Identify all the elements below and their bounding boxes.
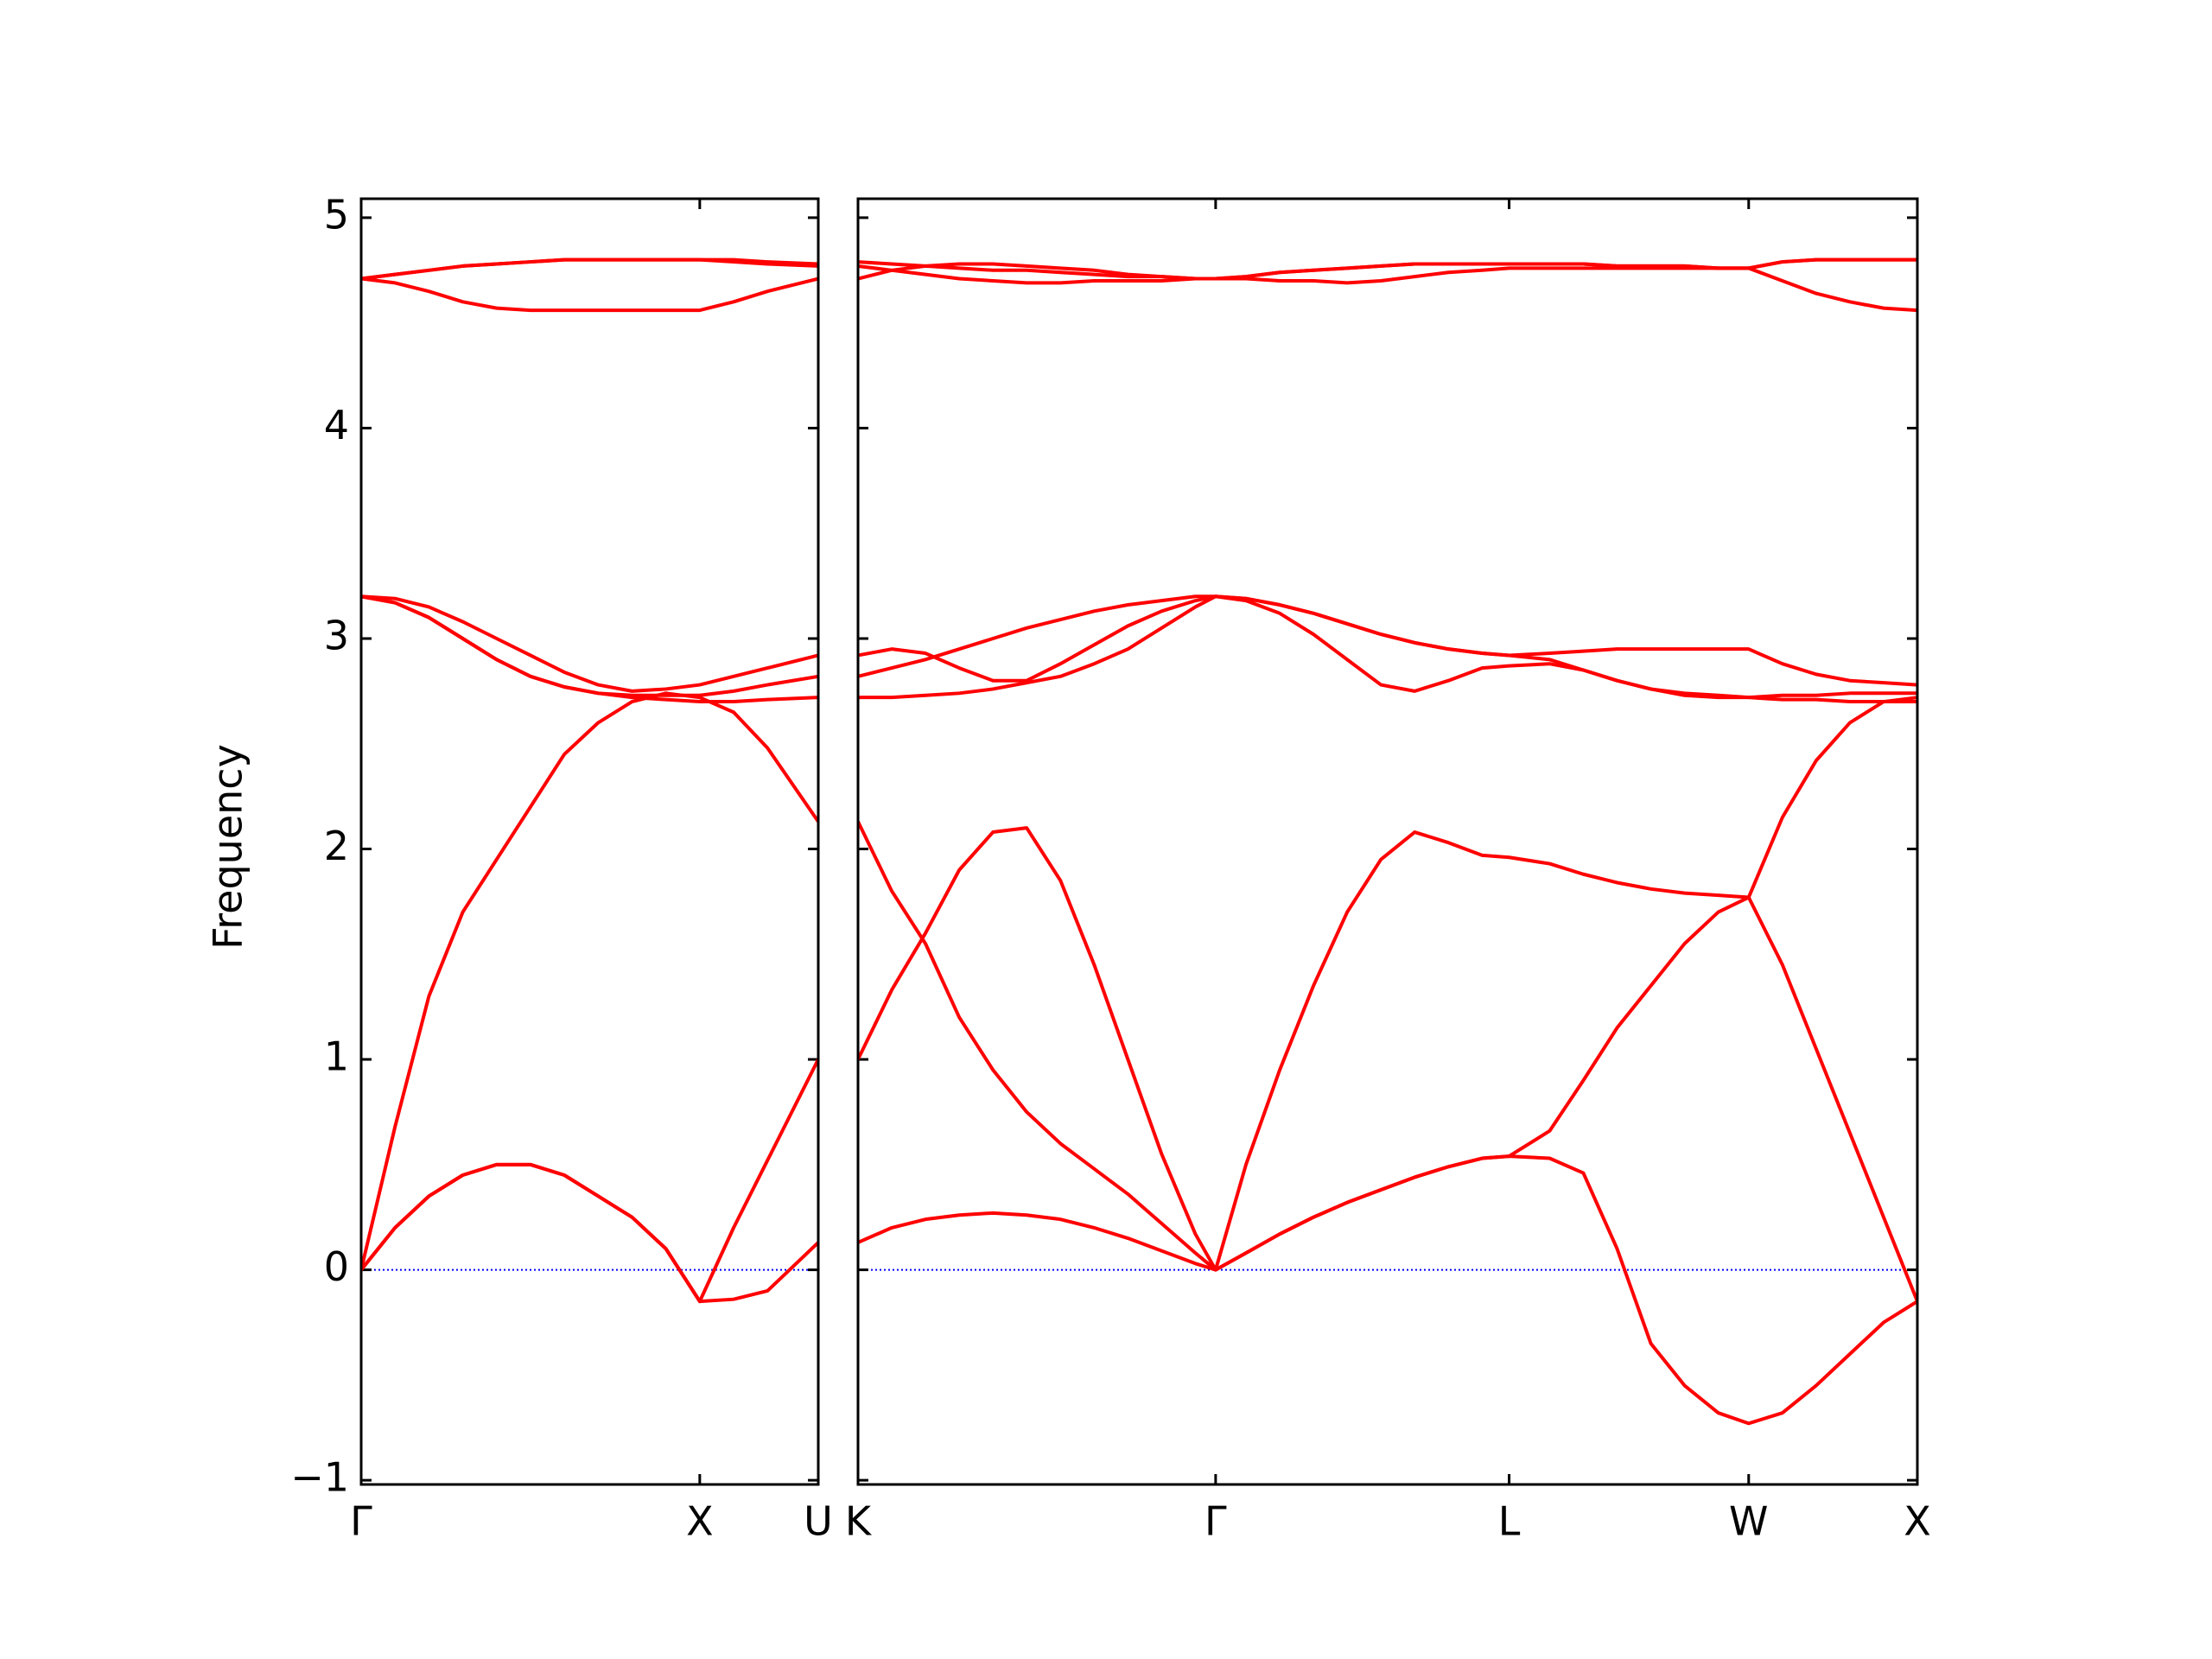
band-line bbox=[858, 594, 1917, 704]
band-line bbox=[858, 594, 1917, 687]
band-line bbox=[361, 1162, 818, 1304]
x-tick-label: Γ bbox=[350, 1498, 372, 1545]
x-tick-label: Γ bbox=[1205, 1498, 1227, 1545]
x-tick-label: U bbox=[804, 1498, 833, 1545]
x-tick-label: K bbox=[845, 1498, 873, 1545]
y-tick-label: 3 bbox=[324, 612, 349, 658]
y-tick-label: 0 bbox=[324, 1243, 349, 1290]
plot-frame bbox=[359, 197, 820, 1486]
band-line bbox=[858, 594, 1917, 700]
x-tick-label: X bbox=[686, 1498, 714, 1545]
band-line bbox=[858, 820, 1917, 1302]
band-line bbox=[361, 594, 818, 693]
band-line bbox=[858, 1154, 1917, 1426]
plot-frame bbox=[856, 197, 1919, 1486]
band-line bbox=[361, 276, 818, 313]
band-line bbox=[361, 257, 818, 281]
y-tick-label: 5 bbox=[324, 191, 349, 238]
band-line bbox=[361, 691, 818, 1271]
y-tick-label: 2 bbox=[324, 823, 349, 869]
band-line bbox=[361, 1058, 818, 1304]
y-tick-label: −1 bbox=[290, 1454, 349, 1501]
band-line bbox=[361, 594, 818, 704]
band-line bbox=[858, 257, 1917, 281]
x-tick-label: L bbox=[1498, 1498, 1521, 1545]
x-tick-label: X bbox=[1904, 1498, 1931, 1545]
band-line bbox=[858, 696, 1917, 1272]
band-line bbox=[361, 594, 818, 697]
y-tick-label: 4 bbox=[324, 402, 349, 448]
x-tick-label: W bbox=[1729, 1498, 1768, 1545]
y-tick-label: 1 bbox=[324, 1033, 349, 1080]
y-axis-label: Frequency bbox=[205, 744, 251, 950]
band-line bbox=[858, 260, 1917, 313]
